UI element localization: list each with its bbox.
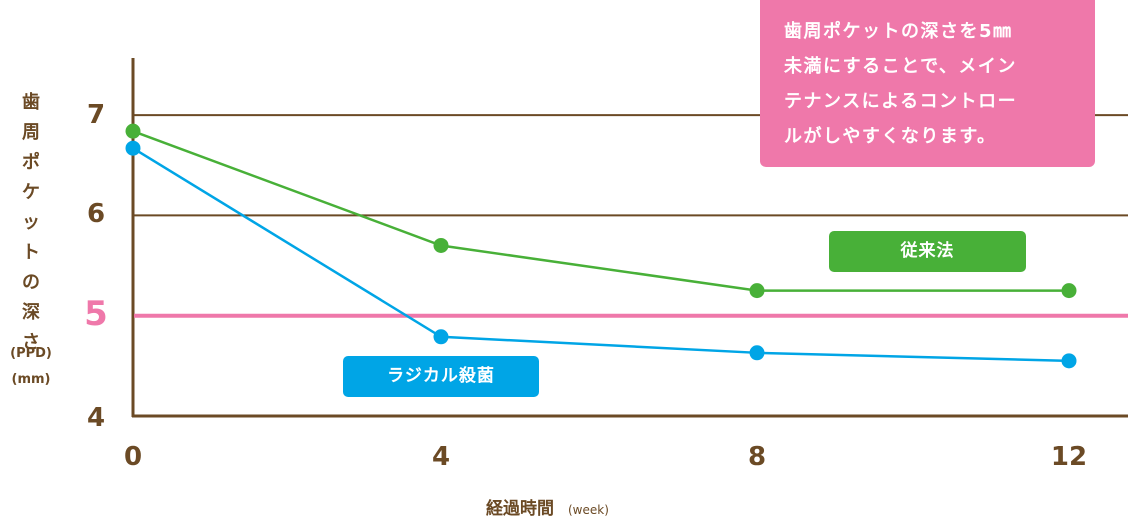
data-point bbox=[749, 283, 765, 299]
y-axis-label-char: ポ bbox=[22, 152, 40, 173]
y-axis-label-char: 周 bbox=[22, 122, 40, 143]
x-axis-label: 経過時間 (week) bbox=[486, 494, 609, 519]
y-axis-label-char: の bbox=[22, 272, 40, 293]
series-line-1 bbox=[132, 147, 1070, 363]
series-line-0 bbox=[132, 129, 1069, 292]
y-axis-label-char: 歯 bbox=[22, 92, 40, 113]
y-axis-label-char: ッ bbox=[22, 212, 40, 233]
data-point bbox=[1061, 283, 1077, 299]
data-point bbox=[433, 237, 449, 253]
x-tick-8: 8 bbox=[747, 442, 767, 472]
x-tick-4: 4 bbox=[431, 442, 451, 472]
data-point bbox=[125, 140, 141, 156]
y-tick-6: 6 bbox=[86, 199, 106, 229]
y-tick-7: 7 bbox=[86, 100, 106, 130]
data-point bbox=[125, 123, 141, 139]
y-axis-unit-mm: (mm) bbox=[11, 372, 51, 387]
annotation-line-3: テナンスによるコントロー bbox=[784, 91, 1018, 112]
y-axis-label-char: ト bbox=[22, 242, 40, 263]
x-tick-12: 12 bbox=[1050, 442, 1088, 472]
y-tick-5-threshold: 5 bbox=[84, 294, 108, 334]
y-axis-label: 歯周ポケットの深さ bbox=[14, 88, 48, 358]
data-series bbox=[125, 123, 1077, 369]
y-tick-4: 4 bbox=[86, 403, 106, 433]
x-axis-unit: (week) bbox=[568, 503, 609, 517]
legend-conventional-method: 従来法 bbox=[829, 231, 1026, 272]
annotation-box: 歯周ポケットの深さを5㎜ 未満にすることで、メイン テナンスによるコントロー ル… bbox=[760, 0, 1095, 167]
annotation-line-4: ルがしやすくなります。 bbox=[784, 126, 997, 147]
x-axis-label-text: 経過時間 bbox=[486, 499, 554, 519]
y-axis-label-char: さ bbox=[22, 332, 40, 353]
annotation-line-1: 歯周ポケットの深さを5㎜ bbox=[784, 21, 1013, 42]
annotation-line-2: 未満にすることで、メイン bbox=[784, 56, 1017, 77]
data-point bbox=[749, 345, 765, 361]
y-axis-unit-ppd: (PPD) bbox=[10, 346, 52, 361]
data-point bbox=[1061, 353, 1077, 369]
y-axis-label-char: 深 bbox=[22, 302, 40, 323]
legend-radical-sterilization: ラジカル殺菌 bbox=[343, 356, 539, 397]
data-point bbox=[433, 329, 449, 345]
y-axis-label-char: ケ bbox=[22, 182, 40, 203]
x-tick-0: 0 bbox=[123, 442, 143, 472]
axes bbox=[131, 58, 1128, 418]
